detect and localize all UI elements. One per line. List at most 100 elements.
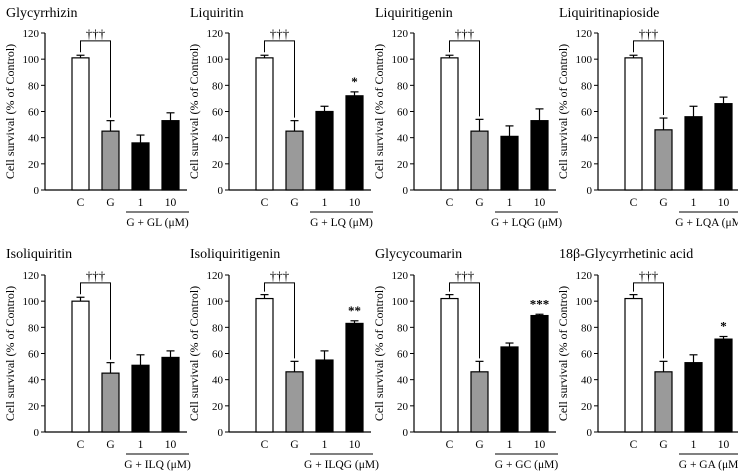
chart-title: Liquiritinapioside bbox=[559, 6, 659, 21]
y-tick-label: 40 bbox=[397, 375, 409, 387]
y-tick-label: 20 bbox=[28, 159, 40, 171]
x-category-label: 10 bbox=[165, 197, 177, 209]
significance-marker: *** bbox=[530, 296, 550, 311]
y-tick-label: 20 bbox=[397, 401, 409, 413]
significance-marker: ** bbox=[348, 303, 361, 318]
y-tick-label: 120 bbox=[392, 28, 409, 40]
bar-10 bbox=[345, 322, 364, 433]
bar-10 bbox=[161, 356, 180, 433]
y-tick-label: 20 bbox=[581, 401, 593, 413]
dagger-marker: ††† bbox=[270, 268, 290, 283]
chart-title: Isoliquiritin bbox=[6, 247, 72, 262]
bar-10 bbox=[530, 120, 549, 191]
x-category-label: C bbox=[446, 197, 454, 209]
bar-10 bbox=[345, 95, 364, 191]
x-category-label: G bbox=[290, 439, 298, 451]
y-tick-label: 60 bbox=[212, 107, 224, 119]
y-tick-label: 40 bbox=[212, 133, 224, 145]
group-label: G + LQ (μM) bbox=[310, 217, 373, 229]
chart-panel-4: Liquiritinapioside Cell survival (% of Co… bbox=[556, 6, 738, 229]
chart-panel-5: Isoliquiritin Cell survival (% of Control… bbox=[3, 247, 191, 471]
bar-G bbox=[470, 371, 489, 433]
x-category-label: G bbox=[659, 197, 667, 209]
y-tick-label: 20 bbox=[581, 159, 593, 171]
bar-1 bbox=[500, 346, 519, 433]
x-category-label: 10 bbox=[718, 197, 730, 209]
y-axis-label: Cell survival (% of Control) bbox=[556, 44, 570, 179]
x-category-label: 1 bbox=[691, 439, 697, 451]
x-category-label: 10 bbox=[534, 197, 546, 209]
chart-panel-6: Isoliquiritigenin Cell survival (% of Con… bbox=[187, 247, 379, 471]
group-label: G + GA (μM) bbox=[679, 459, 738, 471]
comparison-bracket bbox=[80, 40, 111, 118]
dagger-marker: ††† bbox=[455, 268, 475, 283]
dagger-marker: ††† bbox=[86, 26, 106, 41]
y-tick-label: 120 bbox=[576, 270, 593, 282]
chart-title: 18β-Glycyrrhetinic acid bbox=[559, 247, 693, 262]
y-tick-label: 100 bbox=[23, 54, 40, 66]
comparison-bracket bbox=[449, 282, 480, 359]
y-tick-label: 60 bbox=[397, 349, 409, 361]
y-tick-label: 20 bbox=[28, 401, 40, 413]
y-tick-label: 0 bbox=[218, 185, 224, 197]
y-tick-label: 100 bbox=[576, 54, 593, 66]
x-category-label: G bbox=[290, 197, 298, 209]
y-tick-label: 20 bbox=[212, 401, 224, 413]
y-tick-label: 40 bbox=[28, 133, 40, 145]
x-category-label: 1 bbox=[138, 197, 144, 209]
y-tick-label: 20 bbox=[397, 159, 409, 171]
y-tick-label: 0 bbox=[403, 185, 409, 197]
bar-10 bbox=[530, 314, 549, 433]
bar-G bbox=[101, 130, 120, 191]
dagger-marker: ††† bbox=[86, 268, 106, 283]
bar-1 bbox=[500, 135, 519, 191]
bar-1 bbox=[131, 142, 150, 191]
bar-1 bbox=[684, 116, 703, 191]
x-category-label: 10 bbox=[165, 439, 177, 451]
y-tick-label: 80 bbox=[581, 80, 593, 92]
x-category-label: G bbox=[475, 439, 483, 451]
bar-C bbox=[255, 297, 274, 433]
x-category-label: C bbox=[630, 439, 638, 451]
chart-title: Liquiritigenin bbox=[375, 6, 453, 21]
bar-C bbox=[255, 57, 274, 191]
y-tick-label: 80 bbox=[212, 322, 224, 334]
y-axis-label: Cell survival (% of Control) bbox=[372, 44, 386, 179]
dagger-marker: ††† bbox=[455, 26, 475, 41]
group-label: G + LQA (μM) bbox=[675, 217, 738, 229]
y-tick-label: 100 bbox=[207, 54, 224, 66]
y-tick-label: 120 bbox=[23, 270, 40, 282]
y-axis-label: Cell survival (% of Control) bbox=[3, 44, 17, 179]
y-tick-label: 40 bbox=[28, 375, 40, 387]
y-tick-label: 80 bbox=[397, 80, 409, 92]
y-tick-label: 40 bbox=[397, 133, 409, 145]
x-category-label: G bbox=[659, 439, 667, 451]
bar-G bbox=[654, 371, 673, 433]
bar-G bbox=[285, 371, 304, 433]
comparison-bracket bbox=[633, 40, 664, 116]
dagger-marker: ††† bbox=[639, 26, 659, 41]
y-tick-label: 0 bbox=[587, 427, 593, 439]
y-tick-label: 80 bbox=[397, 322, 409, 334]
bar-C bbox=[440, 297, 459, 433]
y-tick-label: 80 bbox=[212, 80, 224, 92]
x-category-label: 10 bbox=[349, 439, 361, 451]
bar-10 bbox=[714, 338, 733, 433]
x-category-label: G bbox=[106, 197, 114, 209]
y-tick-label: 0 bbox=[403, 427, 409, 439]
y-tick-label: 60 bbox=[28, 349, 40, 361]
chart-title: Glycycoumarin bbox=[375, 247, 462, 262]
x-category-label: 1 bbox=[138, 439, 144, 451]
y-tick-label: 40 bbox=[581, 133, 593, 145]
bar-G bbox=[654, 129, 673, 191]
y-tick-label: 120 bbox=[207, 28, 224, 40]
bar-C bbox=[440, 57, 459, 191]
y-tick-label: 100 bbox=[576, 296, 593, 308]
chart-panel-8: 18β-Glycyrrhetinic acid Cell survival (% … bbox=[556, 247, 738, 471]
y-tick-label: 60 bbox=[581, 349, 593, 361]
dagger-marker: ††† bbox=[639, 268, 659, 283]
bar-10 bbox=[161, 120, 180, 191]
y-tick-label: 0 bbox=[587, 185, 593, 197]
y-tick-label: 0 bbox=[34, 185, 40, 197]
x-category-label: 10 bbox=[534, 439, 546, 451]
